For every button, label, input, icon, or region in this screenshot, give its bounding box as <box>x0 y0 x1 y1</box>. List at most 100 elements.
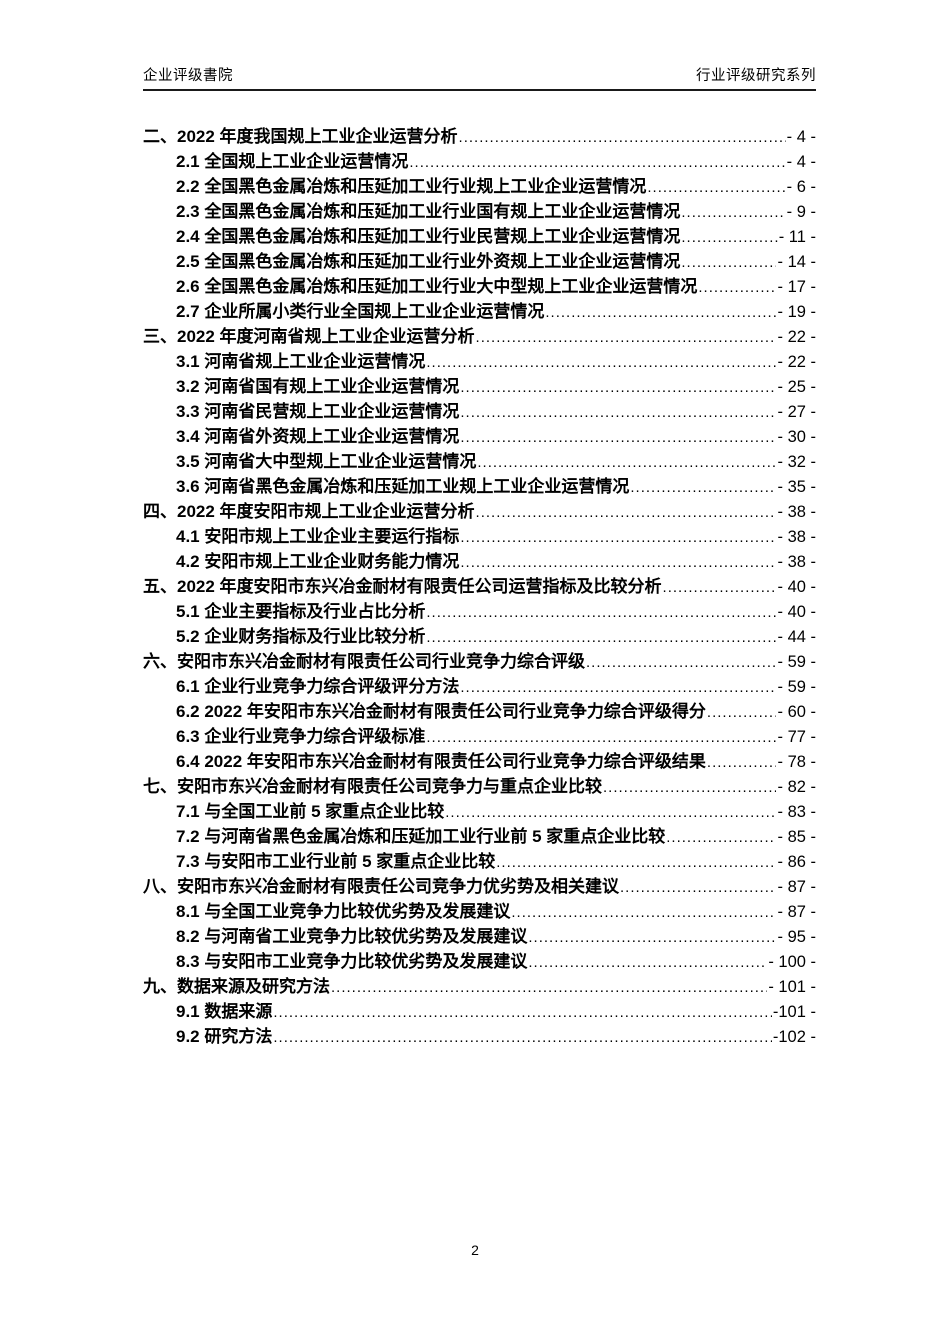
toc-entry-page: - 78 - <box>777 753 816 771</box>
toc-entry[interactable]: 八、安阳市东兴冶金耐材有限责任公司竞争力优劣势及相关建议 ...........… <box>143 874 816 899</box>
toc-entry-page: - 38 - <box>777 528 816 546</box>
toc-entry[interactable]: 2.1 全国规上工业企业运营情况 .......................… <box>143 149 816 174</box>
toc-entry[interactable]: 3.4 河南省外资规上工业企业运营情况 ....................… <box>143 424 816 449</box>
toc-entry[interactable]: 三、2022 年度河南省规上工业企业运营分析 .................… <box>143 324 816 349</box>
dots-leader: ........................................… <box>545 304 776 321</box>
toc-entry[interactable]: 8.2 与河南省工业竞争力比较优劣势及发展建议 ................… <box>143 924 816 949</box>
dots-leader: ........................................… <box>331 979 767 996</box>
toc-entry[interactable]: 8.1 与全国工业竞争力比较优劣势及发展建议 .................… <box>143 899 816 924</box>
toc-entry-page: - 25 - <box>777 378 816 396</box>
toc-entry[interactable]: 4.2 安阳市规上工业企业财务能力情况 ....................… <box>143 549 816 574</box>
toc-entry[interactable]: 5.1 企业主要指标及行业占比分析 ......................… <box>143 599 816 624</box>
toc-entry-label: 3.2 河南省国有规上工业企业运营情况 <box>176 377 460 396</box>
toc-entry-page: - 101 - <box>768 978 816 996</box>
toc-entry[interactable]: 2.3 全国黑色金属冶炼和压延加工业行业国有规上工业企业运营情况 .......… <box>143 199 816 224</box>
toc-entry[interactable]: 9.2 研究方法 ...............................… <box>143 1024 816 1049</box>
toc-entry[interactable]: 3.3 河南省民营规上工业企业运营情况 ....................… <box>143 399 816 424</box>
toc-entry[interactable]: 2.7 企业所属小类行业全国规上工业企业运营情况 ...............… <box>143 299 816 324</box>
toc-entry-label: 6.3 企业行业竞争力综合评级标准 <box>176 727 426 746</box>
toc-entry-label: 3.1 河南省规上工业企业运营情况 <box>176 352 426 371</box>
toc-entry-page: - 22 - <box>777 328 816 346</box>
toc-entry-page: - 30 - <box>777 428 816 446</box>
dots-leader: ........................................… <box>511 904 776 921</box>
toc-entry-label: 四、2022 年度安阳市规上工业企业运营分析 <box>143 502 475 521</box>
toc-entry-page: - 40 - <box>777 603 816 621</box>
toc-entry-label: 2.3 全国黑色金属冶炼和压延加工业行业国有规上工业企业运营情况 <box>176 202 681 221</box>
dots-leader: ........................................… <box>475 504 777 521</box>
toc-entry[interactable]: 九、数据来源及研究方法 ............................… <box>143 974 816 999</box>
toc-entry[interactable]: 6.4 2022 年安阳市东兴冶金耐材有限责任公司行业竞争力综合评级结果 ...… <box>143 749 816 774</box>
toc-entry[interactable]: 7.1 与全国工业前 5 家重点企业比较 ...................… <box>143 799 816 824</box>
toc-entry-label: 7.2 与河南省黑色金属冶炼和压延加工业行业前 5 家重点企业比较 <box>176 827 666 846</box>
dots-leader: ........................................… <box>528 929 777 946</box>
toc-entry[interactable]: 6.3 企业行业竞争力综合评级标准 ......................… <box>143 724 816 749</box>
toc-entry-page: - 95 - <box>777 928 816 946</box>
dots-leader: ........................................… <box>603 779 777 796</box>
toc-entry-label: 2.4 全国黑色金属冶炼和压延加工业行业民营规上工业企业运营情况 <box>176 227 681 246</box>
toc-entry[interactable]: 7.2 与河南省黑色金属冶炼和压延加工业行业前 5 家重点企业比较 ......… <box>143 824 816 849</box>
toc-entry-label: 2.6 全国黑色金属冶炼和压延加工业行业大中型规上工业企业运营情况 <box>176 277 698 296</box>
toc-entry[interactable]: 2.2 全国黑色金属冶炼和压延加工业行业规上工业企业运营情况 .........… <box>143 174 816 199</box>
toc-entry-label: 7.3 与安阳市工业行业前 5 家重点企业比较 <box>176 852 496 871</box>
dots-leader: ........................................… <box>460 379 776 396</box>
toc-entry-label: 2.5 全国黑色金属冶炼和压延加工业行业外资规上工业企业运营情况 <box>176 252 681 271</box>
toc-entry[interactable]: 4.1 安阳市规上工业企业主要运行指标 ....................… <box>143 524 816 549</box>
page-number: 2 <box>471 1242 479 1258</box>
dots-leader: ........................................… <box>460 404 776 421</box>
dots-leader: ........................................… <box>586 654 777 671</box>
toc-entry-page: - 38 - <box>777 503 816 521</box>
toc-entry[interactable]: 2.5 全国黑色金属冶炼和压延加工业行业外资规上工业企业运营情况 .......… <box>143 249 816 274</box>
toc-entry-label: 七、安阳市东兴冶金耐材有限责任公司竞争力与重点企业比较 <box>143 777 602 796</box>
toc-entry[interactable]: 3.1 河南省规上工业企业运营情况 ......................… <box>143 349 816 374</box>
toc-entry[interactable]: 2.6 全国黑色金属冶炼和压延加工业行业大中型规上工业企业运营情况 ......… <box>143 274 816 299</box>
toc-entry-page: - 44 - <box>777 628 816 646</box>
toc-entry-page: - 87 - <box>777 903 816 921</box>
toc-entry[interactable]: 3.6 河南省黑色金属冶炼和压延加工业规上工业企业运营情况 ..........… <box>143 474 816 499</box>
dots-leader: ........................................… <box>681 254 776 271</box>
toc-entry-label: 8.3 与安阳市工业竞争力比较优劣势及发展建议 <box>176 952 528 971</box>
page-header: 企业评级書院 行业评级研究系列 <box>143 64 816 91</box>
toc-entry[interactable]: 3.2 河南省国有规上工业企业运营情况 ....................… <box>143 374 816 399</box>
dots-leader: ........................................… <box>647 179 786 196</box>
toc-entry[interactable]: 8.3 与安阳市工业竞争力比较优劣势及发展建议 ................… <box>143 949 816 974</box>
toc-entry-page: - 100 - <box>768 953 816 971</box>
toc-entry[interactable]: 四、2022 年度安阳市规上工业企业运营分析 .................… <box>143 499 816 524</box>
toc-entry-label: 二、2022 年度我国规上工业企业运营分析 <box>143 127 458 146</box>
toc-entry-label: 6.2 2022 年安阳市东兴冶金耐材有限责任公司行业竞争力综合评级得分 <box>176 702 706 721</box>
toc-entry-page: - 22 - <box>777 353 816 371</box>
toc-entry-label: 6.1 企业行业竞争力综合评级评分方法 <box>176 677 460 696</box>
toc-entry-page: - 32 - <box>777 453 816 471</box>
toc-entry-label: 九、数据来源及研究方法 <box>143 977 330 996</box>
toc-entry-label: 8.2 与河南省工业竞争力比较优劣势及发展建议 <box>176 927 528 946</box>
toc-entry[interactable]: 6.2 2022 年安阳市东兴冶金耐材有限责任公司行业竞争力综合评级得分 ...… <box>143 699 816 724</box>
toc-entry-label: 2.1 全国规上工业企业运营情况 <box>176 152 409 171</box>
toc-entry-label: 4.1 安阳市规上工业企业主要运行指标 <box>176 527 460 546</box>
toc-entry-label: 五、2022 年度安阳市东兴冶金耐材有限责任公司运营指标及比较分析 <box>143 577 662 596</box>
toc-entry[interactable]: 六、安阳市东兴冶金耐材有限责任公司行业竞争力综合评级 .............… <box>143 649 816 674</box>
toc-entry[interactable]: 3.5 河南省大中型规上工业企业运营情况 ...................… <box>143 449 816 474</box>
table-of-contents: 二、2022 年度我国规上工业企业运营分析 ..................… <box>143 124 816 1049</box>
toc-entry-label: 4.2 安阳市规上工业企业财务能力情况 <box>176 552 460 571</box>
toc-entry-page: - 87 - <box>777 878 816 896</box>
dots-leader: ........................................… <box>458 129 786 146</box>
toc-entry-label: 9.1 数据来源 <box>176 1002 273 1021</box>
toc-entry[interactable]: 2.4 全国黑色金属冶炼和压延加工业行业民营规上工业企业运营情况 .......… <box>143 224 816 249</box>
dots-leader: ........................................… <box>426 629 777 646</box>
toc-entry-label: 3.5 河南省大中型规上工业企业运营情况 <box>176 452 477 471</box>
toc-entry[interactable]: 7.3 与安阳市工业行业前 5 家重点企业比较 ................… <box>143 849 816 874</box>
dots-leader: ........................................… <box>477 454 777 471</box>
toc-entry-page: - 60 - <box>777 703 816 721</box>
dots-leader: ........................................… <box>706 704 777 721</box>
toc-entry[interactable]: 五、2022 年度安阳市东兴冶金耐材有限责任公司运营指标及比较分析 ......… <box>143 574 816 599</box>
toc-entry-label: 三、2022 年度河南省规上工业企业运营分析 <box>143 327 475 346</box>
toc-entry-page: -102 - <box>772 1028 816 1046</box>
toc-entry-label: 2.7 企业所属小类行业全国规上工业企业运营情况 <box>176 302 545 321</box>
toc-entry[interactable]: 6.1 企业行业竞争力综合评级评分方法 ....................… <box>143 674 816 699</box>
toc-entry[interactable]: 9.1 数据来源 ...............................… <box>143 999 816 1024</box>
toc-entry[interactable]: 二、2022 年度我国规上工业企业运营分析 ..................… <box>143 124 816 149</box>
toc-entry-page: - 35 - <box>777 478 816 496</box>
header-right-label: 行业评级研究系列 <box>696 68 816 84</box>
toc-entry[interactable]: 5.2 企业财务指标及行业比较分析 ......................… <box>143 624 816 649</box>
toc-entry[interactable]: 七、安阳市东兴冶金耐材有限责任公司竞争力与重点企业比较 ............… <box>143 774 816 799</box>
toc-entry-label: 6.4 2022 年安阳市东兴冶金耐材有限责任公司行业竞争力综合评级结果 <box>176 752 706 771</box>
